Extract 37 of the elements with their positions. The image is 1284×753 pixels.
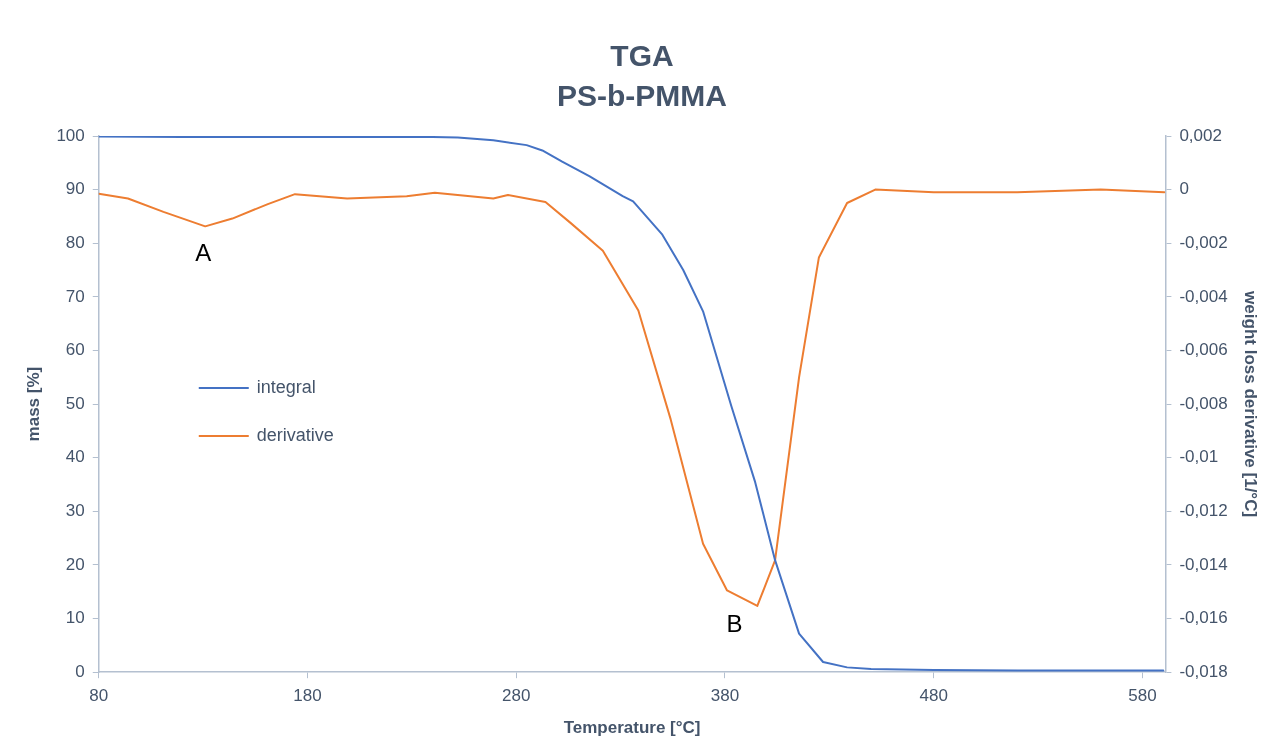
y2-axis-title: weight loss derivative [1/°C]	[1241, 290, 1261, 518]
y-tick-label: 20	[65, 554, 85, 574]
x-tick-label: 580	[1128, 686, 1157, 706]
y-tick-label: 40	[65, 447, 85, 467]
y2-tick-label: -0,01	[1179, 447, 1219, 467]
x-tick-label: 280	[502, 686, 531, 706]
y2-tick-label: 0,002	[1179, 125, 1222, 145]
y-tick-label: 70	[65, 286, 85, 306]
chart-subtitle: PS-b-PMMA	[557, 79, 727, 113]
legend-label: derivative	[256, 425, 334, 446]
y2-tick-label: -0,002	[1179, 232, 1228, 252]
y2-tick-label: -0,004	[1179, 286, 1228, 306]
y2-tick-label: -0,018	[1179, 661, 1228, 681]
y-tick-label: 0	[75, 661, 85, 681]
y2-tick-label: -0,008	[1179, 393, 1228, 413]
y-tick-label: 100	[56, 125, 85, 145]
annotation: A	[195, 238, 212, 266]
x-tick-label: 480	[919, 686, 948, 706]
annotation: B	[726, 610, 743, 638]
y-tick-label: 80	[65, 232, 85, 252]
y2-tick-label: -0,012	[1179, 501, 1228, 521]
y-tick-label: 10	[65, 608, 85, 628]
x-tick-label: 80	[89, 686, 109, 706]
x-tick-label: 380	[710, 686, 740, 706]
chart-title: TGA	[610, 39, 674, 73]
y-tick-label: 30	[65, 501, 85, 521]
legend-label: integral	[256, 377, 316, 398]
y2-tick-label: -0,016	[1179, 608, 1228, 628]
y-tick-label: 50	[65, 393, 85, 413]
y-tick-label: 60	[65, 340, 85, 360]
y-axis-title: mass [%]	[23, 366, 43, 442]
y2-tick-label: -0,006	[1179, 340, 1228, 360]
y-tick-label: 90	[65, 179, 85, 199]
x-axis-title: Temperature [°C]	[563, 718, 701, 738]
x-tick-label: 180	[293, 686, 322, 706]
y2-tick-label: 0	[1179, 179, 1189, 199]
y2-tick-label: -0,014	[1179, 554, 1228, 574]
